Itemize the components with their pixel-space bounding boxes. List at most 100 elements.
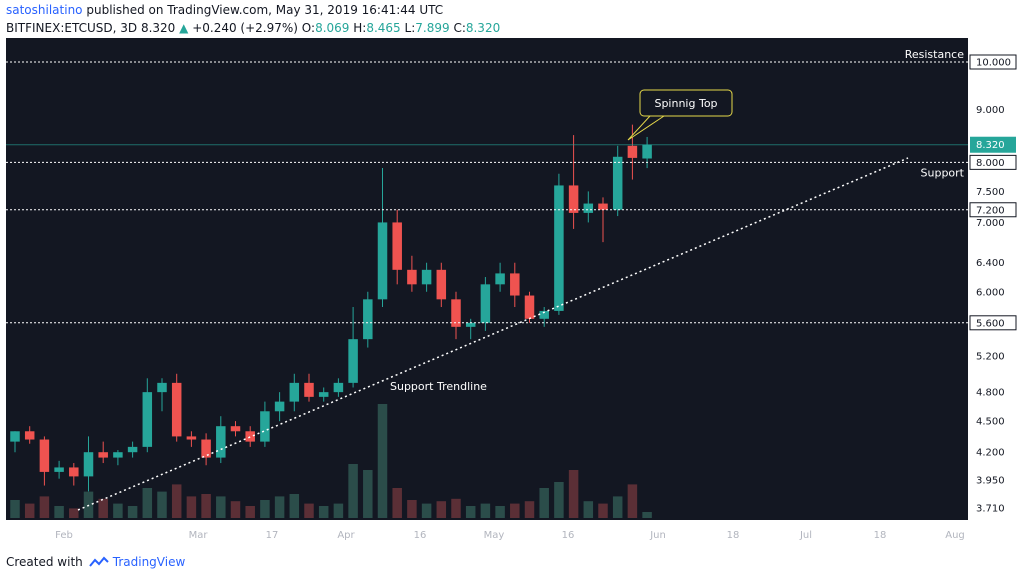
- x-tick-label: Jul: [799, 530, 812, 541]
- up-arrow-icon: ▲: [179, 21, 189, 35]
- author-link[interactable]: satoshilatino: [6, 3, 83, 17]
- candle-body: [127, 446, 138, 453]
- annotation-text: Spinnig Top: [654, 97, 717, 110]
- candle-body: [510, 273, 520, 296]
- candle-body: [216, 426, 226, 458]
- low-value: 7.899: [415, 21, 450, 35]
- candle-body: [598, 203, 608, 210]
- x-tick-label: 17: [266, 530, 279, 541]
- y-tick-label: 9.000: [976, 105, 1005, 116]
- volume-bar: [171, 484, 182, 518]
- volume-bar: [465, 506, 476, 518]
- volume-bar: [363, 470, 373, 518]
- volume-bar: [260, 500, 270, 518]
- volume-bar: [98, 498, 108, 518]
- volume-bar: [612, 496, 623, 518]
- x-tick-label: Jun: [649, 530, 666, 541]
- tradingview-logo-icon: [88, 556, 109, 567]
- close-label: C:: [453, 21, 466, 35]
- volume-bar: [304, 503, 314, 518]
- published-text: published on TradingView.com, May 31, 20…: [86, 3, 444, 17]
- candle-body: [260, 411, 270, 442]
- candle-body: [568, 185, 579, 213]
- candle-body: [142, 392, 153, 447]
- volume-bar: [510, 503, 520, 518]
- trendline-label: Support Trendline: [390, 380, 487, 393]
- volume-bar: [24, 503, 35, 518]
- candle-body: [554, 185, 564, 311]
- resistance-label: Resistance: [905, 48, 965, 61]
- candle-body: [451, 299, 461, 327]
- close-value: 8.320: [465, 21, 501, 35]
- level-price-badge: [969, 154, 1017, 170]
- candle-body: [436, 269, 447, 300]
- last-price-text: 8.320: [976, 140, 1005, 151]
- volume-bar: [554, 482, 564, 518]
- level-price-text: 8.000: [976, 158, 1005, 169]
- candle-body: [10, 431, 20, 442]
- level-price-badge: [969, 202, 1017, 218]
- support-label: Support: [921, 166, 965, 179]
- x-tick-label: Apr: [337, 530, 355, 541]
- volume-bar: [10, 500, 20, 518]
- volume-bar: [436, 501, 447, 518]
- candle-body: [539, 310, 549, 319]
- volume-bar: [392, 488, 402, 518]
- candle-body: [421, 269, 432, 285]
- candle-body: [304, 382, 314, 397]
- candle-body: [348, 339, 358, 383]
- candle-body: [627, 145, 638, 158]
- candle-body: [377, 222, 388, 300]
- volume-bar: [480, 503, 491, 518]
- candle-body: [69, 467, 79, 477]
- y-tick-label: 7.000: [976, 218, 1005, 229]
- x-tick-label: 16: [562, 530, 575, 541]
- created-with-text: Created with: [6, 555, 83, 569]
- candle-body: [113, 452, 123, 458]
- volume-bar: [421, 503, 432, 518]
- symbol-info: BITFINEX:ETCUSD, 3D 8.320 ▲ +0.240 (+2.9…: [6, 21, 500, 35]
- y-tick-label: 6.000: [976, 287, 1005, 298]
- y-tick-label: 6.400: [976, 258, 1005, 269]
- tradingview-link[interactable]: TradingView: [112, 555, 186, 569]
- annotation-box: [639, 89, 733, 117]
- volume-bar: [318, 506, 329, 518]
- y-tick-label: 4.500: [976, 417, 1005, 428]
- candle-body: [245, 431, 255, 442]
- chart-background: [6, 38, 968, 520]
- volume-bar: [495, 506, 505, 518]
- candle-body: [495, 273, 505, 285]
- volume-bar: [377, 404, 388, 518]
- candle-body: [642, 144, 652, 159]
- high-value: 8.465: [366, 21, 401, 35]
- annotation-pointer: [627, 115, 665, 141]
- candle-body: [274, 401, 285, 412]
- candle-body: [157, 382, 167, 393]
- candle-body: [583, 203, 594, 213]
- x-tick-label: 18: [874, 530, 887, 541]
- volume-bar: [568, 470, 579, 518]
- volume-bar: [230, 501, 241, 518]
- level-price-badge: [969, 315, 1017, 331]
- open-label: O:: [301, 21, 316, 35]
- volume-bar: [142, 488, 153, 518]
- volume-bar: [539, 488, 549, 518]
- candle-body: [83, 452, 94, 477]
- x-tick-label: Aug: [945, 530, 965, 541]
- level-price-text: 5.600: [976, 318, 1005, 329]
- y-tick-label: 3.950: [976, 475, 1005, 486]
- price-change: +0.240 (+2.97%): [192, 21, 298, 35]
- x-tick-label: Mar: [189, 530, 209, 541]
- candle-body: [612, 156, 623, 210]
- volume-bar: [598, 503, 608, 518]
- candle-body: [333, 382, 344, 393]
- volume-bar: [348, 464, 358, 518]
- level-price-badge: [969, 54, 1017, 70]
- candle-body: [465, 322, 476, 327]
- open-value: 8.069: [315, 21, 350, 35]
- high-label: H:: [353, 21, 367, 35]
- volume-bar: [274, 496, 285, 518]
- candle-body: [171, 382, 182, 437]
- candle-body: [407, 269, 417, 285]
